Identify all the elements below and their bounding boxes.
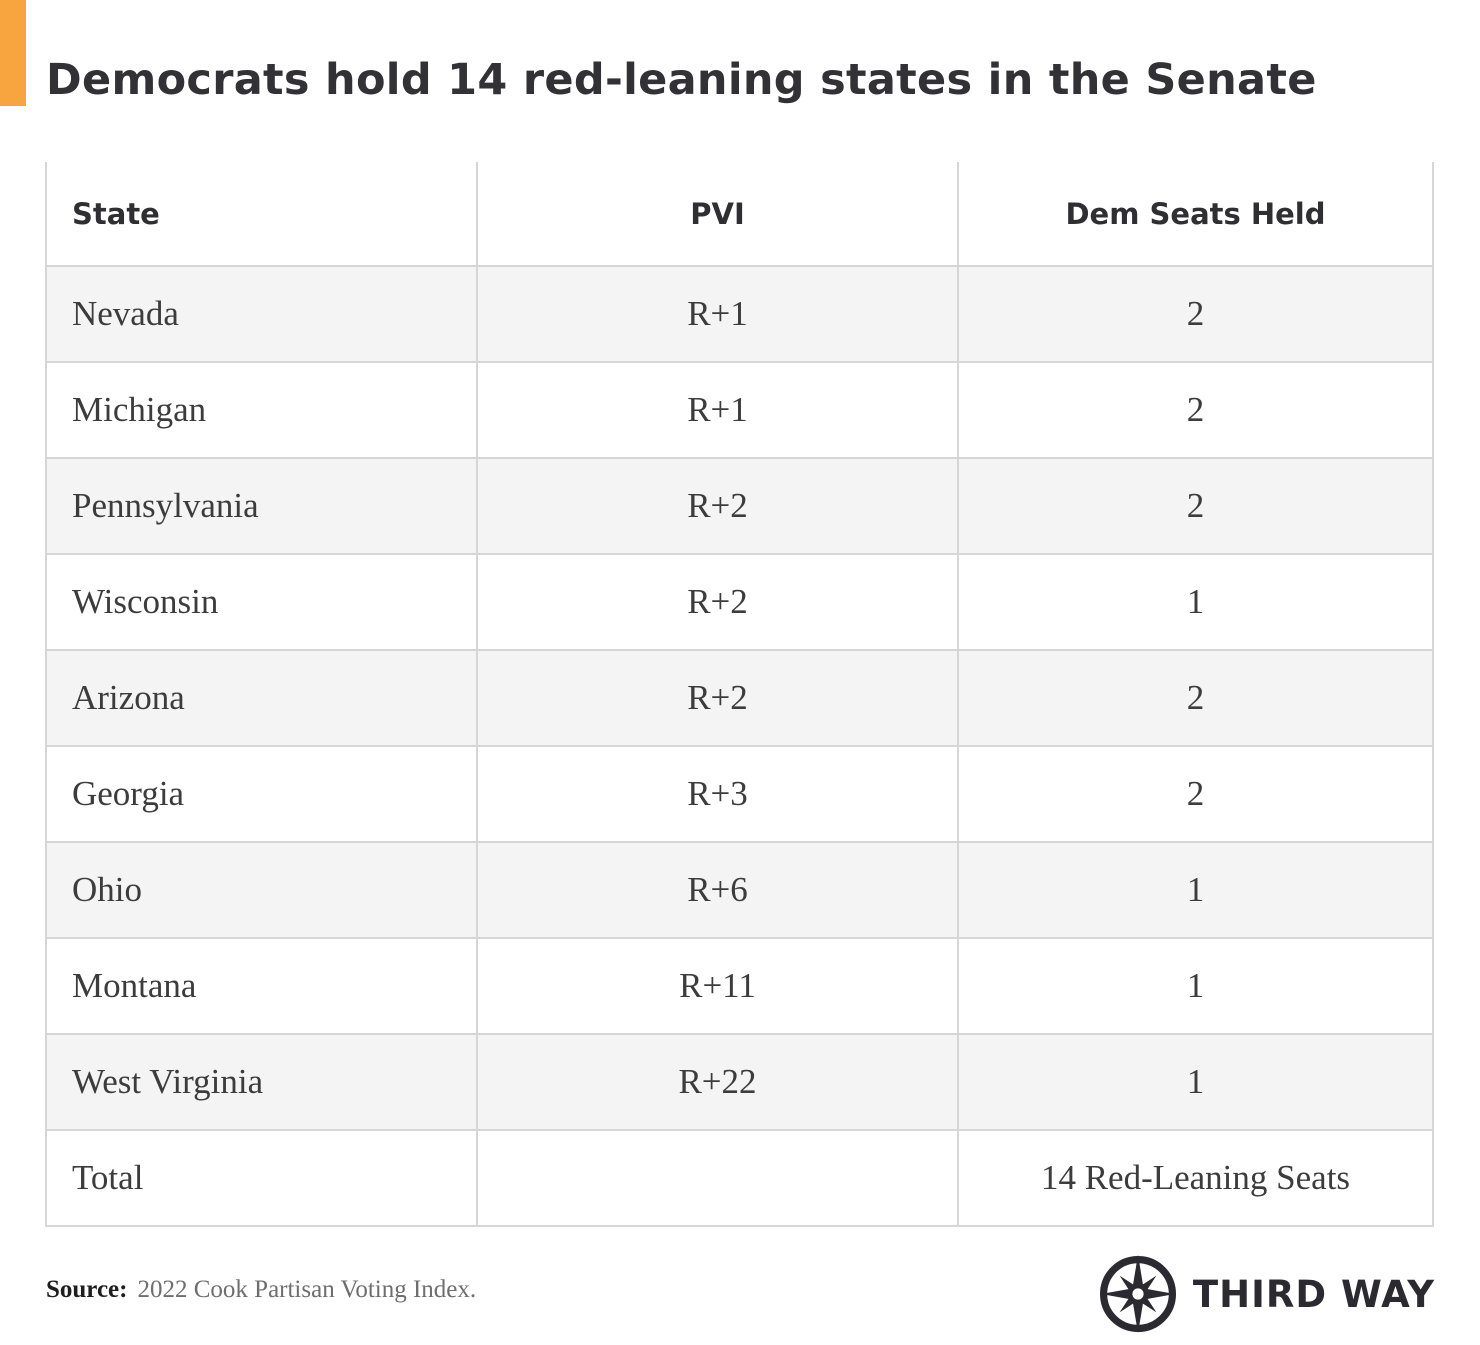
pvi-cell: R+2 xyxy=(478,459,959,553)
total-seats-cell: 14 Red-Leaning Seats xyxy=(1040,1158,1351,1197)
table-row-michigan: Michigan R+1 2 xyxy=(47,363,1432,459)
state-cell: Michigan xyxy=(47,363,478,457)
page-title: Democrats hold 14 red-leaning states in … xyxy=(46,54,1317,105)
state-cell: Georgia xyxy=(47,747,478,841)
seats-cell: 1 xyxy=(1186,1062,1205,1101)
table-total-row: Total 14 Red-Leaning Seats xyxy=(47,1131,1432,1227)
table-header-row: State PVI Dem Seats Held xyxy=(47,162,1432,267)
state-cell: Wisconsin xyxy=(47,555,478,649)
header-cell-pvi: PVI xyxy=(478,162,959,265)
table-row-montana: Montana R+11 1 xyxy=(47,939,1432,1035)
pvi-cell: R+3 xyxy=(478,747,959,841)
table-row-ohio: Ohio R+6 1 xyxy=(47,843,1432,939)
seats-cell: 2 xyxy=(1186,486,1205,525)
state-cell: Arizona xyxy=(47,651,478,745)
state-cell: West Virginia xyxy=(47,1035,478,1129)
table-row-pennsylvania: Pennsylvania R+2 2 xyxy=(47,459,1432,555)
pvi-cell: R+1 xyxy=(478,267,959,361)
third-way-logo: THIRD WAY xyxy=(1098,1254,1435,1334)
seats-cell: 1 xyxy=(1186,870,1205,909)
compass-icon xyxy=(1098,1254,1178,1334)
seats-cell: 2 xyxy=(1186,774,1205,813)
seats-cell: 2 xyxy=(1186,294,1205,333)
table-row-wisconsin: Wisconsin R+2 1 xyxy=(47,555,1432,651)
pvi-table: State PVI Dem Seats Held Nevada R+1 2 Mi… xyxy=(45,162,1434,1227)
pvi-cell: R+22 xyxy=(478,1035,959,1129)
seats-cell: 2 xyxy=(1186,678,1205,717)
seats-cell: 1 xyxy=(1186,966,1205,1005)
table-row-georgia: Georgia R+3 2 xyxy=(47,747,1432,843)
total-pvi-cell xyxy=(478,1131,959,1225)
total-label-cell: Total xyxy=(47,1131,478,1225)
accent-bar xyxy=(0,0,26,106)
logo-wordmark: THIRD WAY xyxy=(1192,1272,1435,1316)
state-cell: Nevada xyxy=(47,267,478,361)
header-cell-dem-seats: Dem Seats Held xyxy=(1065,196,1326,231)
table-row-west-virginia: West Virginia R+22 1 xyxy=(47,1035,1432,1131)
seats-cell: 2 xyxy=(1186,390,1205,429)
seats-cell: 1 xyxy=(1186,582,1205,621)
header-cell-state: State xyxy=(47,162,478,265)
pvi-cell: R+1 xyxy=(478,363,959,457)
table-row-arizona: Arizona R+2 2 xyxy=(47,651,1432,747)
pvi-cell: R+11 xyxy=(478,939,959,1033)
state-cell: Ohio xyxy=(47,843,478,937)
table-row-nevada: Nevada R+1 2 xyxy=(47,267,1432,363)
source-label: Source: xyxy=(46,1276,128,1303)
pvi-cell: R+2 xyxy=(478,651,959,745)
source-line: Source: 2022 Cook Partisan Voting Index. xyxy=(46,1276,476,1304)
pvi-cell: R+2 xyxy=(478,555,959,649)
pvi-cell: R+6 xyxy=(478,843,959,937)
state-cell: Montana xyxy=(47,939,478,1033)
state-cell: Pennsylvania xyxy=(47,459,478,553)
source-text: 2022 Cook Partisan Voting Index. xyxy=(137,1276,477,1303)
